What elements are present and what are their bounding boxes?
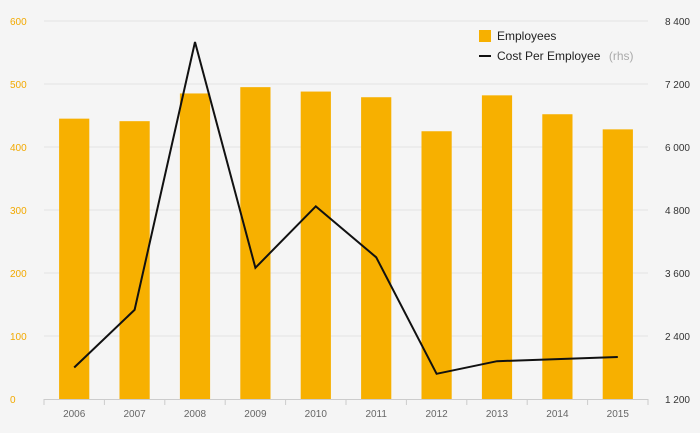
bar-employees-2014 <box>542 114 573 400</box>
right-tick-label: 2 400 <box>665 332 690 343</box>
legend: Employees Cost Per Employee (rhs) <box>479 29 634 64</box>
right-tick-label: 4 800 <box>665 206 690 217</box>
right-tick-label: 7 200 <box>665 80 690 91</box>
bar-employees-2012 <box>421 131 452 399</box>
bar-employees-2008 <box>179 93 211 399</box>
left-tick-label: 200 <box>10 269 27 280</box>
legend-label-rhs: (rhs) <box>609 49 634 63</box>
line-cost-per-employee <box>73 41 618 375</box>
cost-per-employee-line <box>73 41 618 375</box>
x-tick-label-2015: 2015 <box>607 409 630 420</box>
legend-label-employees: Employees <box>497 29 556 43</box>
left-tick-label: 300 <box>10 206 27 217</box>
bar-employees-2010 <box>300 91 331 399</box>
bar-employees-2006 <box>59 118 90 400</box>
x-tick-label-2011: 2011 <box>365 409 387 420</box>
left-tick-label: 0 <box>10 395 16 406</box>
x-tick-label-2008: 2008 <box>184 409 207 420</box>
legend-label-cost-per-employee: Cost Per Employee <box>497 49 601 63</box>
x-tick-label-2010: 2010 <box>305 409 328 420</box>
employees-bars <box>59 87 633 400</box>
x-tick-label-2012: 2012 <box>425 409 448 420</box>
left-tick-label: 500 <box>10 80 27 91</box>
bar-employees-2013 <box>481 95 513 399</box>
right-tick-label: 1 200 <box>665 395 690 406</box>
x-tick-label-2009: 2009 <box>244 409 267 420</box>
x-tick-label-2014: 2014 <box>546 409 569 420</box>
right-tick-label: 6 000 <box>665 143 690 154</box>
left-tick-label: 100 <box>10 332 27 343</box>
x-tick-label-2013: 2013 <box>486 409 509 420</box>
svg-text:Cost Per Employee (rhs): Cost Per Employee (rhs) <box>497 47 634 64</box>
legend-swatch-employees <box>479 30 491 42</box>
right-tick-label: 8 400 <box>665 17 690 28</box>
x-axis: 2006 2007 2008 2009 2010 2011 2012 2013 2014 2015 <box>43 399 649 420</box>
right-tick-label: 3 600 <box>665 269 690 280</box>
left-y-axis: 0 100 200 300 400 500 600 <box>10 17 27 406</box>
bar-employees-2009 <box>240 87 271 400</box>
x-tick-label-2007: 2007 <box>123 409 146 420</box>
bar-employees-2007 <box>119 121 150 400</box>
x-tick-label-2006: 2006 <box>63 409 86 420</box>
left-tick-label: 600 <box>10 17 27 28</box>
left-tick-label: 400 <box>10 143 27 154</box>
right-y-axis: 1 200 2 400 3 600 4 800 6 000 7 200 8 400 <box>665 17 690 406</box>
bar-employees-2015 <box>602 129 633 400</box>
